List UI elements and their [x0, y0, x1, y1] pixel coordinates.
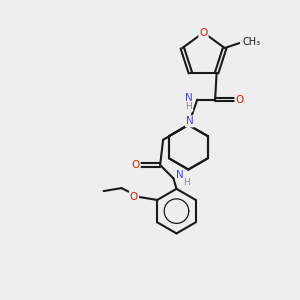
Text: CH₃: CH₃ — [241, 37, 259, 47]
Text: O: O — [130, 192, 138, 202]
Text: O: O — [236, 95, 244, 105]
Text: H: H — [186, 102, 192, 111]
Text: N: N — [186, 116, 194, 126]
Text: H: H — [184, 178, 190, 188]
Text: CH₃: CH₃ — [242, 37, 260, 47]
Text: O: O — [200, 28, 208, 38]
Text: O: O — [131, 160, 140, 170]
Text: N: N — [185, 93, 193, 103]
Text: N: N — [176, 170, 184, 181]
